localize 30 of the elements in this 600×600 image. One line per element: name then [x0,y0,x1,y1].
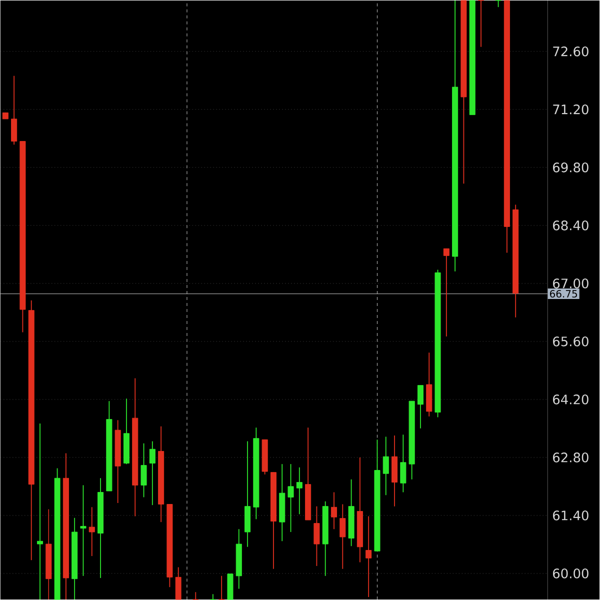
candlestick [418,384,424,429]
candlestick [218,575,225,600]
candlestick [331,492,338,530]
y-tick-label: 65.60 [553,336,589,346]
candlestick [141,442,148,498]
candlestick [11,75,18,146]
candlestick [89,506,96,556]
y-tick-label: 72.60 [553,46,589,56]
y-tick-label: 61.40 [553,510,589,520]
y-tick-label: 71.20 [553,104,589,114]
candlestick [288,464,294,532]
candlestick [444,248,450,337]
candlestick [478,0,484,48]
y-tick-label: 64.20 [553,394,589,404]
y-tick-label: 68.40 [553,220,589,230]
y-tick-label: 67.00 [553,278,589,288]
ref-line-label: 66.75 [550,290,578,298]
y-tick-label: 62.80 [553,452,589,462]
candlestick [383,436,390,496]
y-tick-label: 60.00 [553,568,589,578]
y-tick-label: 69.80 [553,162,589,172]
candlestick [296,466,303,515]
candlestick [400,434,406,493]
candlestick [366,516,372,598]
candlestick [340,504,346,570]
candlestick [314,506,320,566]
candlestick [37,423,44,600]
candlestick [192,592,199,600]
candlestick [80,484,87,576]
candlestick [150,440,156,506]
